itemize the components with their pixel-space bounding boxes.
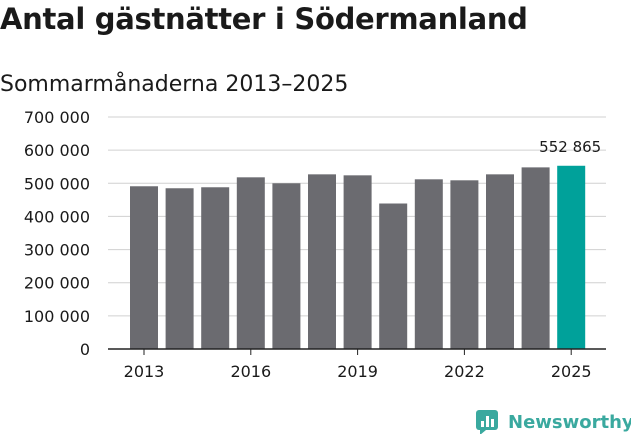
- y-tick-label: 600 000: [24, 141, 90, 160]
- bar-2021: [414, 179, 443, 349]
- x-tick-label: 2025: [551, 362, 592, 381]
- bar-chart: 0 100 000 200 000 300 000 400 000 500 000 600 …: [24, 108, 606, 381]
- bar-2015: [201, 187, 230, 349]
- data-label-2025: 552 865: [539, 138, 601, 156]
- y-tick-label: 300 000: [24, 241, 90, 260]
- bar-2023: [486, 174, 514, 349]
- brand-name: Newsworthy: [508, 411, 631, 433]
- chart-title: Antal gästnätter i Södermanland: [0, 2, 528, 36]
- y-tick-label: 700 000: [24, 108, 90, 127]
- y-tick-label: 200 000: [24, 274, 90, 293]
- newsworthy-logo: Newsworthy: [476, 409, 631, 435]
- chart-subtitle: Sommarmånaderna 2013–2025: [0, 72, 349, 97]
- bar-2025: [557, 165, 586, 349]
- bar-2016: [236, 177, 265, 349]
- bar-2024: [521, 167, 550, 349]
- bar-2019: [343, 175, 372, 349]
- x-tick-label: 2022: [444, 362, 485, 381]
- bar-2020: [379, 203, 408, 349]
- y-tick-label: 100 000: [24, 307, 90, 326]
- y-tick-label: 400 000: [24, 207, 90, 226]
- x-tick-label: 2016: [230, 362, 271, 381]
- bar-2013: [130, 186, 158, 349]
- y-tick-label: 500 000: [24, 174, 90, 193]
- bar-2022: [450, 180, 479, 349]
- bar-2018: [308, 174, 336, 349]
- newsworthy-chart-icon: [476, 410, 498, 434]
- bar-2017: [272, 183, 301, 349]
- x-tick-label: 2013: [124, 362, 165, 381]
- y-tick-label: 0: [80, 340, 90, 359]
- x-tick-label: 2019: [337, 362, 378, 381]
- bar-2014: [165, 188, 194, 349]
